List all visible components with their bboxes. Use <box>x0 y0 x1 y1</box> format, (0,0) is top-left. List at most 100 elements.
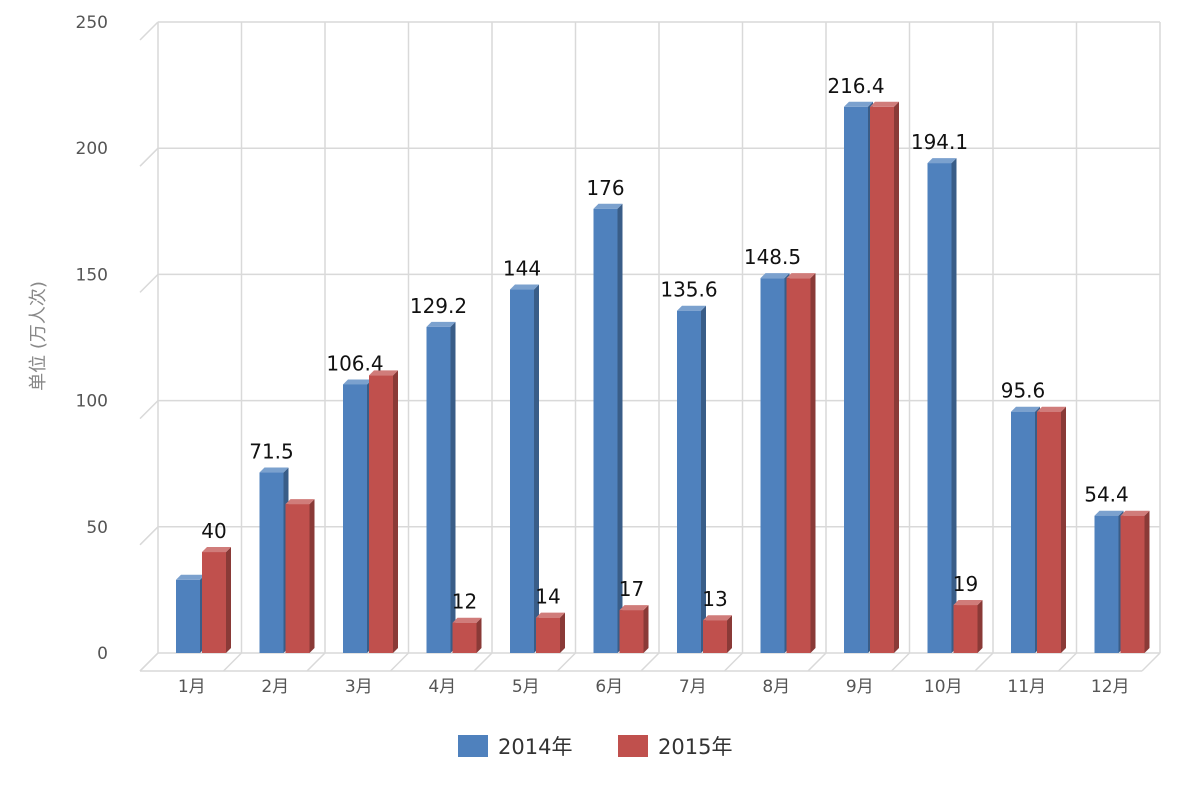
bar-front <box>369 375 393 653</box>
y-tick-label: 150 <box>76 265 108 285</box>
bar-side <box>643 605 649 653</box>
bar-top <box>285 499 315 505</box>
bar-2014年 <box>927 158 957 653</box>
data-label: 106.4 <box>326 351 383 375</box>
bar-top <box>510 284 539 290</box>
bar-top <box>1120 510 1150 516</box>
bar-front <box>1120 515 1145 653</box>
grid-line-slant <box>139 400 159 420</box>
data-label: 176 <box>586 176 624 200</box>
x-tick-label: 2月 <box>261 677 289 697</box>
data-label: 95.6 <box>1001 379 1046 403</box>
bar-side <box>534 284 539 653</box>
bar-front <box>259 472 284 653</box>
bar-top <box>259 467 289 473</box>
y-axis-label: 单位 (万人次) <box>28 281 49 391</box>
legend-item: 2015年 <box>618 735 732 759</box>
data-label: 54.4 <box>1084 483 1129 507</box>
legend-label: 2015年 <box>658 735 732 759</box>
grid-line-floor <box>556 652 577 672</box>
data-label: 71.5 <box>249 440 294 464</box>
bar-top <box>786 273 816 279</box>
bar-top <box>343 379 372 385</box>
y-axis-ticks: 0 50 100 150 200 250 <box>76 13 108 664</box>
bar-top <box>953 600 983 606</box>
bar-front <box>202 552 226 653</box>
x-tick-label: 4月 <box>428 677 456 697</box>
x-tick-label: 9月 <box>846 677 874 697</box>
bar-2015年 <box>1037 406 1066 653</box>
bar-2014年 <box>426 321 456 653</box>
grid-line-floor <box>306 652 326 672</box>
bar-front <box>703 620 727 653</box>
bar-front <box>510 289 534 653</box>
bar-2014年 <box>343 379 372 653</box>
data-label: 13 <box>702 587 727 611</box>
grid-line-floor <box>1141 652 1161 672</box>
bar-top <box>1094 510 1124 516</box>
grid-line-floor <box>890 652 911 672</box>
legend-label: 2014年 <box>498 735 572 759</box>
bar-side <box>226 547 231 653</box>
y-tick-label: 250 <box>76 13 108 33</box>
bar-2014年 <box>760 273 790 653</box>
y-tick-label: 0 <box>97 644 108 664</box>
bar-2015年 <box>452 617 482 653</box>
bar-side <box>727 615 732 653</box>
bar-top <box>202 547 231 553</box>
bar-2014年 <box>1094 510 1124 653</box>
bar-front <box>343 384 367 653</box>
bar-side <box>393 370 398 653</box>
bar-top <box>844 101 873 107</box>
bar-2015年 <box>285 499 315 653</box>
x-tick-label: 5月 <box>512 677 540 697</box>
x-tick-label: 11月 <box>1007 677 1046 697</box>
grid-line-slant <box>139 526 159 546</box>
bar-2014年 <box>259 467 289 653</box>
bar-side <box>476 617 482 653</box>
bar-2015年 <box>202 547 231 653</box>
grid-line-floor <box>139 652 159 672</box>
bar-front <box>1011 411 1035 653</box>
bar-side <box>450 321 456 653</box>
bar-front <box>677 310 701 653</box>
bar-2015年 <box>786 273 816 653</box>
bar-front <box>593 208 618 653</box>
grid-line-floor <box>723 652 744 672</box>
x-tick-label: 10月 <box>924 677 963 697</box>
y-tick-label: 100 <box>76 392 108 412</box>
legend-swatch <box>618 735 648 757</box>
bar-front <box>1037 411 1061 653</box>
bar-front <box>619 610 644 653</box>
legend: 2014年 2015年 <box>458 735 732 759</box>
grid-line-slant <box>139 147 159 167</box>
bar-front <box>426 326 451 653</box>
x-tick-label: 12月 <box>1091 677 1130 697</box>
bar-top <box>1037 406 1066 412</box>
bar-top <box>536 612 565 618</box>
data-label: 148.5 <box>744 245 801 269</box>
data-label: 135.6 <box>660 278 717 302</box>
data-label: 144 <box>503 257 541 281</box>
y-tick-label: 200 <box>76 139 108 159</box>
bar-top <box>870 101 899 107</box>
bar-2015年 <box>536 612 565 653</box>
bar-top <box>1011 406 1040 412</box>
bar-front <box>1094 515 1119 653</box>
x-axis-ticks: 1月 2月 3月 4月 5月 6月 7月 8月 9月 10月 11月 12月 <box>178 677 1130 697</box>
bar-front <box>953 605 978 653</box>
bar-side <box>810 273 816 653</box>
data-label: 40 <box>201 519 226 543</box>
bar-2015年 <box>953 600 983 653</box>
grid-line-slant <box>139 273 159 293</box>
bar-2015年 <box>369 370 398 653</box>
bar-top <box>619 605 649 611</box>
bar-side <box>894 101 899 653</box>
data-label: 17 <box>619 577 644 601</box>
bar-2014年 <box>1011 406 1040 653</box>
bar-top <box>452 617 482 623</box>
bar-top <box>426 321 456 327</box>
bar-top <box>369 370 398 376</box>
data-label: 12 <box>452 590 477 614</box>
